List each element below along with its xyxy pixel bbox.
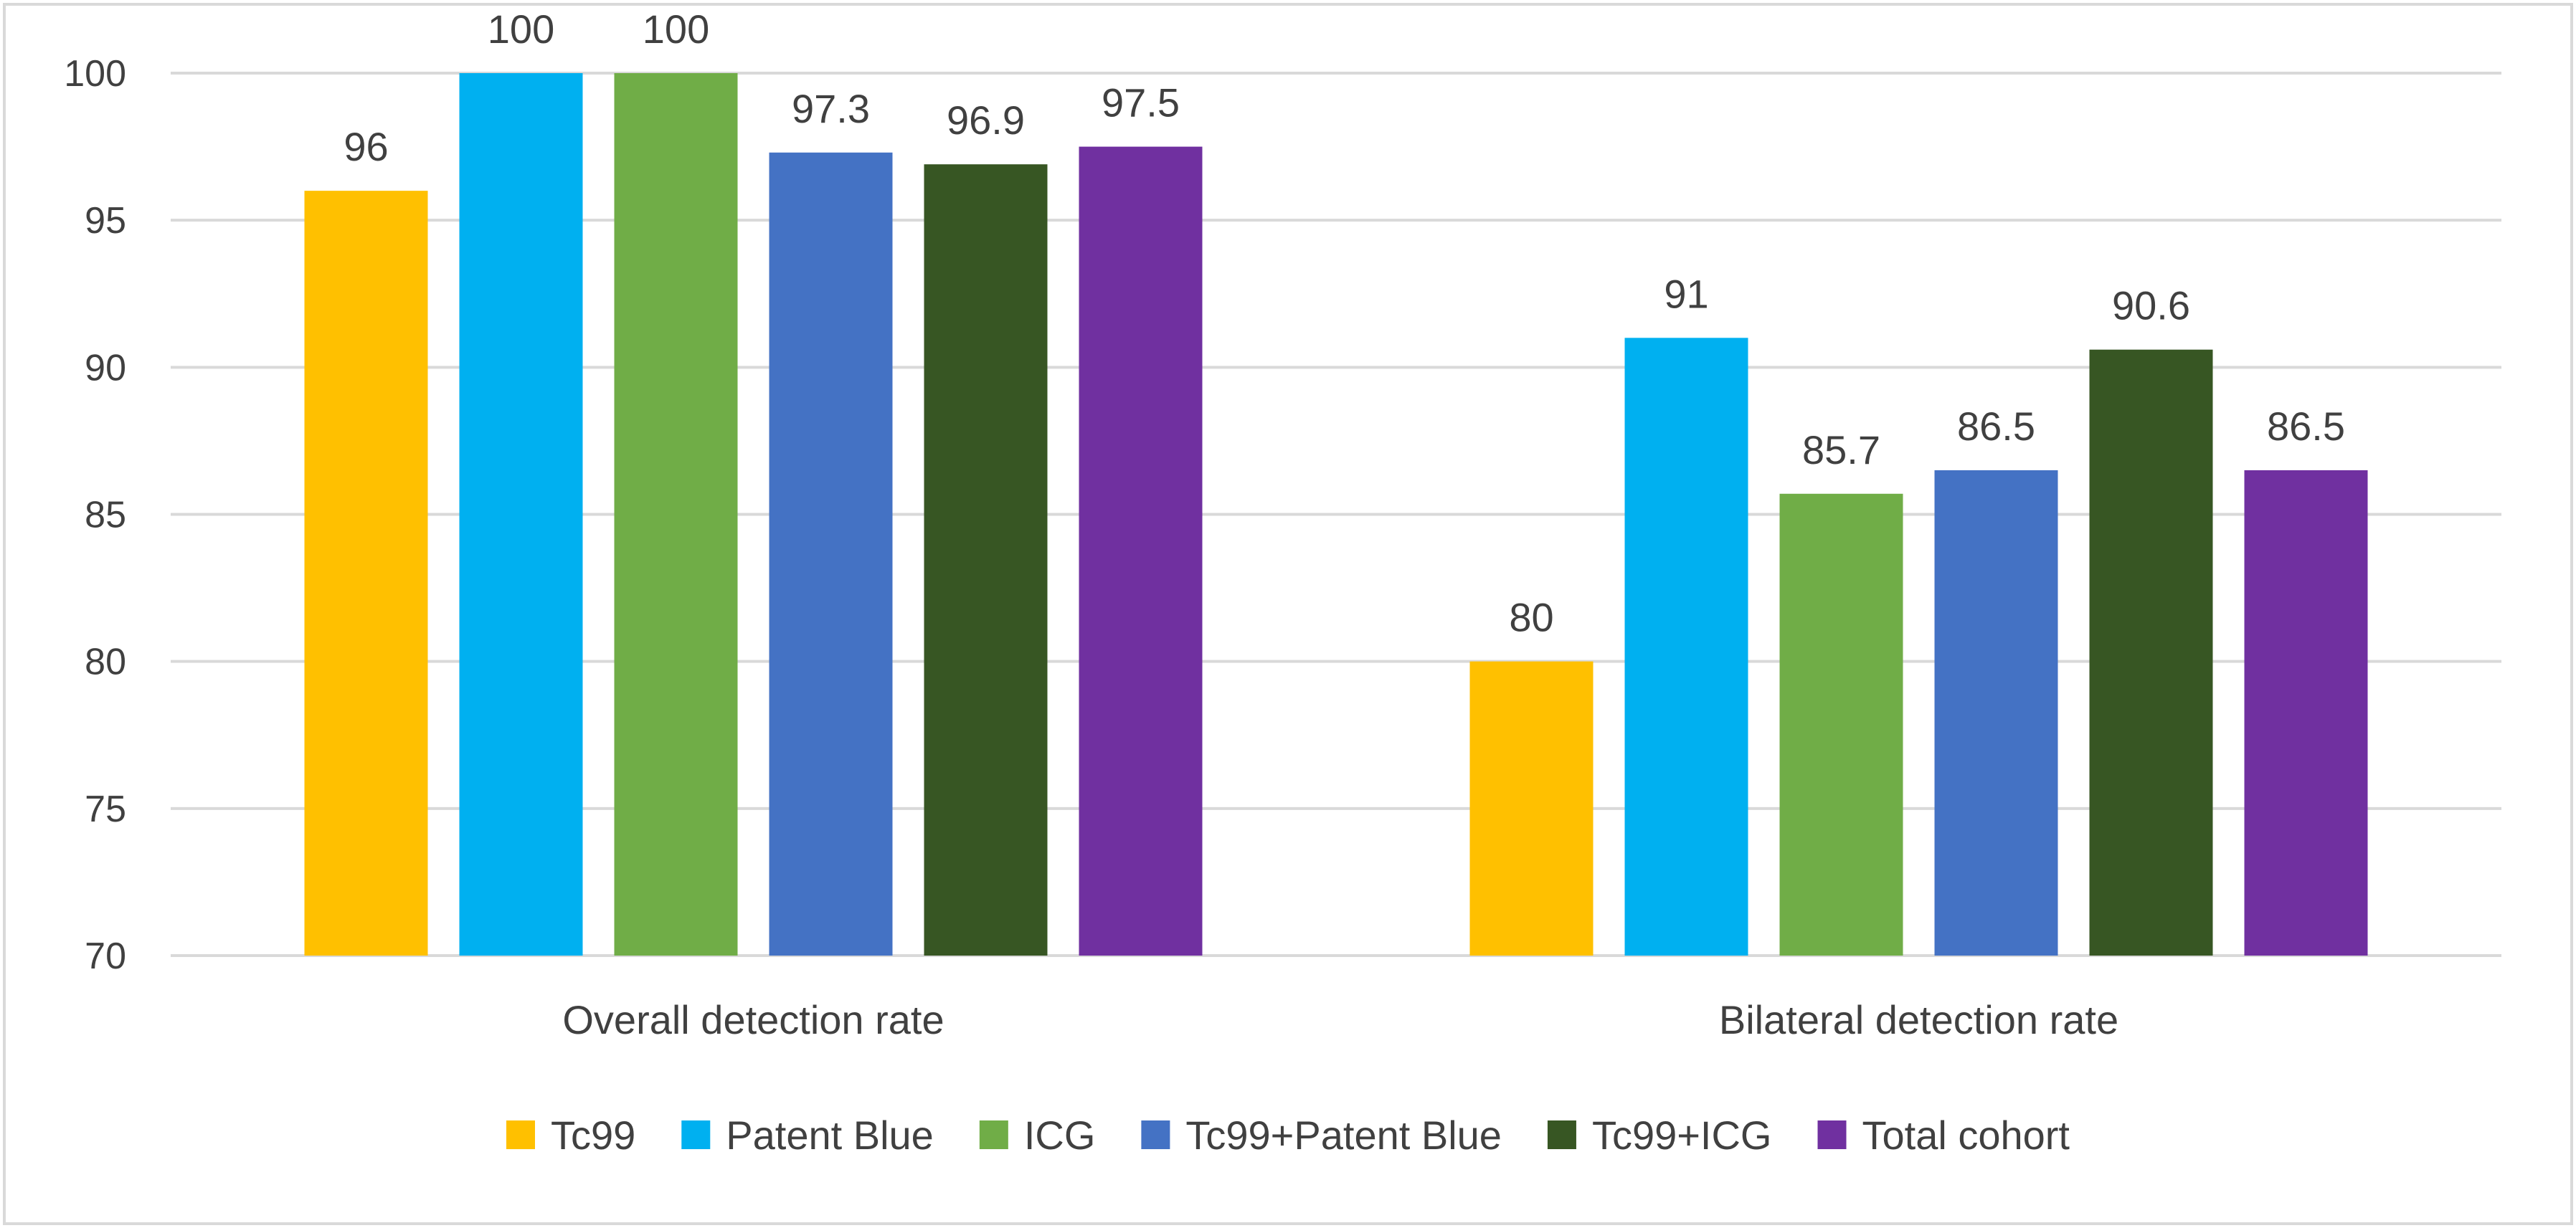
bar-tc99-bilateral-detection-rate [1469,661,1594,956]
bar-patent-blue-bilateral-detection-rate [1624,338,1748,956]
category-label-bilateral-detection-rate: Bilateral detection rate [1719,997,2118,1042]
legend-item-icg: ICG [979,1113,1096,1158]
legend-item-patent-blue: Patent Blue [681,1113,934,1158]
data-label-icg-bilateral-detection-rate: 85.7 [1802,427,1880,472]
legend-swatch-icg [979,1120,1008,1149]
legend: Tc99 Patent Blue ICG Tc99+Patent Blue Tc99+I… [506,1113,2070,1158]
legend-item-tc99: Tc99 [506,1113,635,1158]
data-label-tc99-icg-overall-detection-rate: 96.9 [947,97,1025,143]
legend-swatch-total-cohort [1817,1120,1847,1149]
legend-label-tc99-icg: Tc99+ICG [1592,1113,1772,1158]
data-label-tc99-overall-detection-rate: 96 [344,124,388,169]
legend-item-tc99-icg: Tc99+ICG [1547,1113,1772,1158]
y-tick-label-80: 80 [85,642,126,683]
y-tick-label-100: 100 [64,53,126,95]
legend-item-total-cohort: Total cohort [1817,1113,2070,1158]
category-label-overall-detection-rate: Overall detection rate [562,997,944,1042]
data-labels: 96 100 100 97.3 96.9 97.5 80 91 85.7 86.5 90.6 86.5 [344,6,2345,640]
legend-item-tc99-patent-blue: Tc99+Patent Blue [1141,1113,1502,1158]
legend-label-patent-blue: Patent Blue [726,1113,934,1158]
legend-label-tc99: Tc99 [551,1113,635,1158]
data-label-tc99-bilateral-detection-rate: 80 [1509,595,1553,640]
bar-icg-bilateral-detection-rate [1779,493,1903,956]
bar-tc99-icg-bilateral-detection-rate [2089,349,2213,956]
bar-patent-blue-overall-detection-rate [459,73,583,956]
y-tick-label-85: 85 [85,495,126,536]
bar-icg-overall-detection-rate [614,73,738,956]
bars [304,73,2368,956]
y-axis-tick-labels: 70 75 80 85 90 95 100 [64,53,126,977]
data-label-patent-blue-overall-detection-rate: 100 [488,6,554,52]
data-label-total-cohort-bilateral-detection-rate: 86.5 [2267,404,2345,449]
data-label-total-cohort-overall-detection-rate: 97.5 [1102,80,1180,125]
data-label-tc99-patent-blue-bilateral-detection-rate: 86.5 [1957,404,2035,449]
legend-swatch-tc99 [506,1120,535,1149]
y-tick-label-90: 90 [85,347,126,389]
legend-swatch-tc99-patent-blue [1141,1120,1170,1149]
bar-tc99-patent-blue-overall-detection-rate [769,152,893,956]
x-axis-category-labels: Overall detection rate Bilateral detectio… [562,997,2118,1042]
data-label-icg-overall-detection-rate: 100 [643,6,709,52]
data-label-patent-blue-bilateral-detection-rate: 91 [1664,271,1708,316]
y-tick-label-70: 70 [85,936,126,977]
data-label-tc99-icg-bilateral-detection-rate: 90.6 [2112,283,2190,328]
y-tick-label-95: 95 [85,200,126,242]
legend-label-icg: ICG [1024,1113,1096,1158]
legend-label-tc99-patent-blue: Tc99+Patent Blue [1185,1113,1502,1158]
bar-total-cohort-overall-detection-rate [1079,146,1203,956]
bar-tc99-overall-detection-rate [304,191,428,956]
bar-tc99-icg-overall-detection-rate [924,164,1048,956]
y-tick-label-75: 75 [85,789,126,830]
legend-swatch-patent-blue [681,1120,711,1149]
bar-total-cohort-bilateral-detection-rate [2244,470,2368,956]
legend-swatch-tc99-icg [1547,1120,1576,1149]
legend-label-total-cohort: Total cohort [1862,1113,2070,1158]
data-label-tc99-patent-blue-overall-detection-rate: 97.3 [792,86,870,131]
bar-tc99-patent-blue-bilateral-detection-rate [1934,470,2058,956]
